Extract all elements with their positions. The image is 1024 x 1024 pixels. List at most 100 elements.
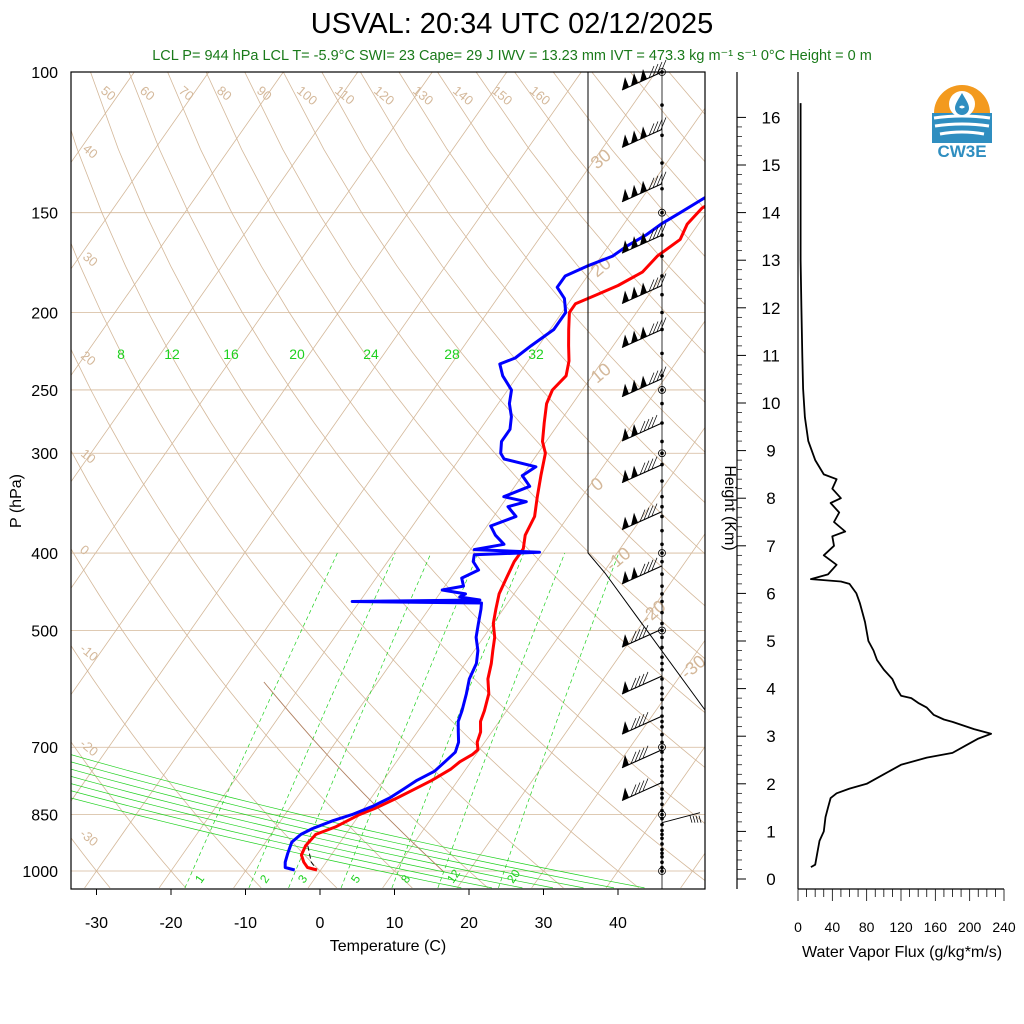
barb-feather bbox=[656, 368, 663, 381]
x-axis-title: Temperature (C) bbox=[330, 938, 446, 955]
mixing-ratio-line bbox=[288, 552, 432, 889]
barb-pennant bbox=[631, 566, 638, 580]
mixing-ratio-label: 32 bbox=[528, 346, 544, 362]
mixing-ratio-label: 20 bbox=[289, 346, 305, 362]
level-dot bbox=[660, 388, 664, 392]
dry-adiabat-line bbox=[167, 72, 705, 769]
barb-feather bbox=[638, 673, 645, 687]
barb-feather bbox=[652, 321, 659, 334]
barb-feather bbox=[643, 507, 650, 520]
barb-pennant bbox=[622, 469, 629, 483]
barb-pennant bbox=[622, 516, 629, 530]
level-dot bbox=[660, 439, 664, 444]
x-tick-label: 10 bbox=[386, 915, 404, 932]
barb-pennant bbox=[631, 73, 638, 86]
level-dot bbox=[660, 479, 664, 483]
level-dot bbox=[660, 773, 664, 778]
x-tick-label: -20 bbox=[159, 915, 182, 932]
isotherm-line bbox=[71, 72, 359, 483]
barb-pennant bbox=[640, 326, 647, 340]
mixing-ratio-label: 24 bbox=[363, 346, 379, 362]
wind-barb-panel bbox=[587, 59, 706, 889]
level-dot bbox=[660, 542, 664, 547]
barb-feather bbox=[638, 714, 645, 727]
dry-adiabat-line bbox=[71, 242, 564, 889]
barb-pennant bbox=[622, 680, 629, 694]
dry-adiabat-line bbox=[629, 72, 705, 163]
y-tick-label: 500 bbox=[31, 623, 58, 640]
x-tick-label: 20 bbox=[460, 915, 478, 932]
dry-adiabat-line bbox=[321, 72, 705, 555]
barb-feather bbox=[642, 745, 649, 758]
barb-staff bbox=[661, 812, 701, 824]
flux-x-tick-label: 240 bbox=[992, 919, 1016, 935]
barb-pennant bbox=[640, 232, 647, 246]
cw3e-logo: CW3E bbox=[926, 82, 998, 162]
barb-panel-boundary bbox=[587, 72, 706, 889]
level-dot bbox=[660, 572, 664, 576]
wind-barb bbox=[621, 117, 667, 148]
level-circle bbox=[658, 449, 666, 458]
height-tick-label: 14 bbox=[762, 204, 781, 223]
wind-barb bbox=[621, 624, 663, 648]
dry-adiabat-line bbox=[398, 72, 705, 453]
isotherm-line bbox=[84, 72, 657, 889]
level-dot bbox=[660, 697, 664, 702]
barb-feather bbox=[660, 117, 667, 130]
height-tick-label: 9 bbox=[766, 442, 775, 461]
flux-x-tick-label: 120 bbox=[889, 919, 913, 935]
barb-pennant bbox=[631, 184, 638, 198]
y-tick-label: 1000 bbox=[22, 864, 58, 881]
isotherm-line bbox=[71, 72, 582, 802]
isotherm-label: 100 bbox=[294, 83, 320, 108]
adiabat-label: 0 bbox=[587, 473, 608, 495]
profile-lines bbox=[283, 195, 705, 872]
height-tick-label: 13 bbox=[762, 251, 781, 270]
wind-barb bbox=[621, 222, 667, 254]
level-dot bbox=[660, 661, 664, 666]
skewt-background bbox=[71, 72, 1024, 889]
adiabat-label: 10 bbox=[587, 359, 615, 387]
height-tick-label: 3 bbox=[766, 727, 775, 746]
barb-feather bbox=[648, 123, 655, 136]
dry-adiabat-line bbox=[475, 72, 705, 354]
barb-feather bbox=[656, 275, 663, 288]
y-tick-label: 100 bbox=[31, 65, 58, 82]
dry-adiabat-line bbox=[71, 128, 640, 889]
isotherm-line bbox=[605, 746, 705, 889]
level-dot bbox=[660, 836, 664, 841]
barb-pennant bbox=[640, 69, 647, 82]
barb-pennant bbox=[640, 282, 647, 296]
level-dot bbox=[660, 559, 664, 564]
level-dot bbox=[660, 504, 664, 509]
mixing-ratio-label: 2 bbox=[257, 872, 272, 886]
isotherm-label: 160 bbox=[527, 83, 553, 108]
level-dot bbox=[660, 635, 664, 640]
barb-pennant bbox=[631, 424, 638, 438]
y-tick-label: 150 bbox=[31, 206, 58, 223]
isotherm-line bbox=[755, 72, 1024, 888]
level-dot bbox=[660, 851, 664, 855]
level-dot bbox=[660, 451, 664, 456]
temperature-line bbox=[299, 204, 705, 872]
level-circle bbox=[658, 867, 666, 875]
wind-barb bbox=[621, 712, 663, 735]
mixing-ratio-label: 16 bbox=[223, 346, 239, 362]
wind-barb bbox=[661, 812, 702, 824]
dry-adiabat-line bbox=[244, 72, 705, 660]
flux-x-tick-label: 160 bbox=[924, 919, 948, 935]
barb-feather bbox=[660, 59, 667, 73]
level-circle bbox=[658, 810, 666, 819]
barb-feather bbox=[647, 416, 654, 430]
dry-adiabat-line bbox=[90, 72, 705, 882]
y-tick-label: 200 bbox=[31, 306, 58, 323]
barb-pennant bbox=[631, 236, 638, 250]
barb-feather bbox=[630, 718, 637, 731]
barb-pennant bbox=[622, 428, 629, 442]
barb-feather bbox=[638, 626, 645, 640]
mixing-ratio-line bbox=[184, 552, 338, 889]
barb-feather bbox=[652, 277, 659, 290]
sounding-stats-line: LCL P= 944 hPa LCL T= -5.9°C SWI= 23 Cap… bbox=[152, 48, 872, 64]
isotherm-label: 150 bbox=[489, 83, 515, 108]
isotherm-line bbox=[71, 72, 433, 589]
